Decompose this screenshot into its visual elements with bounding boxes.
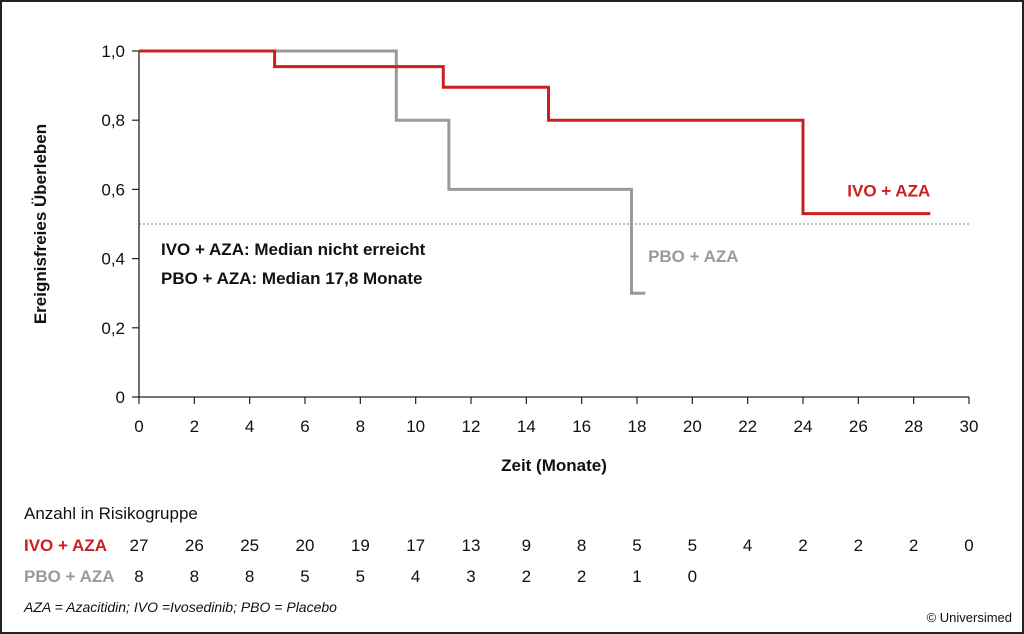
series-layer <box>139 49 931 295</box>
risk-value: 17 <box>406 536 425 555</box>
risk-value: 3 <box>466 567 475 586</box>
x-tick-label: 24 <box>794 417 813 436</box>
x-tick-label: 30 <box>960 417 979 436</box>
risk-value: 5 <box>300 567 309 586</box>
copyright: © Universimed <box>926 610 1012 625</box>
risk-value: 2 <box>854 536 863 555</box>
series-label-1: PBO + AZA <box>648 247 739 266</box>
y-tick-label: 0,4 <box>101 250 125 269</box>
risk-row-name: PBO + AZA <box>24 567 115 586</box>
median-annotation-pbo: PBO + AZA: Median 17,8 Monate <box>161 269 423 288</box>
risk-value: 0 <box>688 567 697 586</box>
risk-table-title: Anzahl in Risikogruppe <box>24 504 198 523</box>
risk-value: 19 <box>351 536 370 555</box>
x-tick-label: 16 <box>572 417 591 436</box>
risk-row-name: IVO + AZA <box>24 536 107 555</box>
risk-value: 0 <box>964 536 973 555</box>
risk-value: 8 <box>577 536 586 555</box>
risk-value: 5 <box>632 536 641 555</box>
y-tick-label: 0,2 <box>101 319 125 338</box>
risk-value: 9 <box>522 536 531 555</box>
x-tick-label: 12 <box>462 417 481 436</box>
risk-value: 20 <box>296 536 315 555</box>
risk-value: 8 <box>245 567 254 586</box>
series-line-1 <box>139 49 931 216</box>
risk-value: 2 <box>909 536 918 555</box>
x-tick-label: 10 <box>406 417 425 436</box>
risk-value: 13 <box>462 536 481 555</box>
y-tick-label: 0,6 <box>101 180 125 199</box>
risk-value: 5 <box>356 567 365 586</box>
axes-layer: 00,20,40,60,81,00 2 4 6 8 10 12 14 16 18 20 22 24 26 2… <box>101 42 978 436</box>
risk-value: 26 <box>185 536 204 555</box>
x-tick-label: 22 <box>738 417 757 436</box>
x-tick-label: 6 <box>300 417 309 436</box>
x-axis-title: Zeit (Monate) <box>501 456 607 475</box>
risk-value: 27 <box>130 536 149 555</box>
footnote: AZA = Azacitidin; IVO =Ivosedinib; PBO =… <box>24 599 337 615</box>
series-label-0: IVO + AZA <box>847 181 930 200</box>
risk-value: 1 <box>632 567 641 586</box>
x-tick-label: 18 <box>628 417 647 436</box>
median-annotation-ivo: IVO + AZA: Median nicht erreicht <box>161 240 426 259</box>
x-tick-label: 14 <box>517 417 536 436</box>
y-tick-label: 1,0 <box>101 42 125 61</box>
x-tick-label: 20 <box>683 417 702 436</box>
y-tick-label: 0,8 <box>101 111 125 130</box>
risk-value: 2 <box>577 567 586 586</box>
risk-value: 25 <box>240 536 259 555</box>
x-tick-label: 26 <box>849 417 868 436</box>
x-tick-label: 28 <box>904 417 923 436</box>
risk-value: 8 <box>134 567 143 586</box>
y-axis-title: Ereignisfreies Überleben <box>31 124 50 324</box>
x-tick-label: 4 <box>245 417 254 436</box>
series-label-layer: IVO + AZA PBO + AZA <box>648 181 930 266</box>
x-tick-label: 8 <box>356 417 365 436</box>
risk-value: 5 <box>688 536 697 555</box>
series-line-0 <box>139 49 646 295</box>
risk-value: 2 <box>522 567 531 586</box>
risk-value: 4 <box>743 536 752 555</box>
risk-value: 2 <box>798 536 807 555</box>
risk-value: 4 <box>411 567 420 586</box>
x-tick-label: 0 <box>134 417 143 436</box>
risk-value: 8 <box>190 567 199 586</box>
x-tick-label: 2 <box>190 417 199 436</box>
risk-table: Anzahl in Risikogruppe IVO + AZA 27 26 25 20… <box>24 504 974 586</box>
y-tick-label: 0 <box>116 388 125 407</box>
